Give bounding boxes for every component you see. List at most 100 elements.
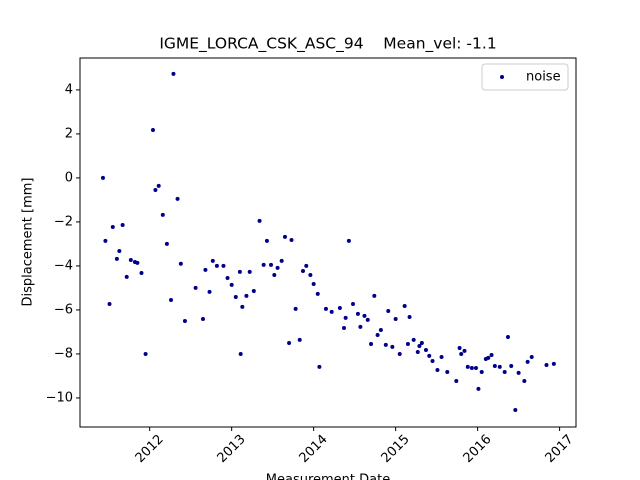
data-point — [269, 262, 274, 267]
data-point — [513, 408, 518, 413]
data-point — [454, 379, 459, 384]
data-point — [297, 337, 302, 342]
data-point — [393, 316, 398, 321]
data-point — [300, 268, 305, 273]
data-point — [238, 351, 243, 356]
x-axis-label: Measurement Date — [266, 473, 390, 480]
y-tick-label: −8 — [54, 346, 73, 361]
data-point — [164, 241, 169, 246]
data-point — [221, 263, 226, 268]
data-point — [346, 238, 351, 243]
data-point — [427, 353, 432, 358]
data-point — [237, 269, 242, 274]
data-point — [423, 347, 428, 352]
data-point — [369, 342, 374, 347]
data-point — [469, 366, 474, 371]
data-point — [203, 267, 208, 272]
data-point — [341, 325, 346, 330]
chart-title: IGME_LORCA_CSK_ASC_94 Mean_vel: -1.1 — [159, 35, 496, 54]
data-point — [247, 269, 252, 274]
data-point — [257, 218, 262, 223]
data-point — [509, 364, 514, 369]
data-point — [279, 258, 284, 263]
data-point — [160, 212, 165, 217]
data-point — [459, 351, 464, 356]
data-point — [502, 369, 507, 374]
data-point — [439, 355, 444, 360]
data-point — [244, 293, 249, 298]
data-point — [156, 183, 161, 188]
data-point — [378, 327, 383, 332]
data-point — [362, 313, 367, 318]
data-point — [207, 289, 212, 294]
data-point — [529, 355, 534, 360]
data-point — [139, 270, 144, 275]
data-point — [497, 364, 502, 369]
data-point — [272, 272, 277, 277]
data-point — [200, 316, 205, 321]
data-point — [365, 317, 370, 322]
data-point — [462, 348, 467, 353]
data-point — [304, 263, 309, 268]
plot-frame — [79, 57, 577, 428]
data-point — [171, 71, 176, 76]
y-axis-label: Displacement [mm] — [21, 178, 36, 307]
data-point — [473, 366, 478, 371]
data-point — [135, 260, 140, 265]
data-point — [103, 238, 108, 243]
data-point — [229, 282, 234, 287]
data-point — [397, 351, 402, 356]
data-point — [233, 294, 238, 299]
data-point — [293, 306, 298, 311]
data-point — [153, 188, 158, 193]
y-tick-label: −10 — [46, 390, 73, 405]
data-point — [355, 311, 360, 316]
data-point — [337, 305, 342, 310]
data-point — [375, 333, 380, 338]
data-point — [351, 302, 356, 306]
data-point — [240, 304, 245, 309]
data-point — [169, 298, 174, 303]
data-point — [457, 346, 462, 351]
data-point — [323, 306, 328, 311]
data-point — [445, 369, 450, 374]
y-tick-label: −2 — [54, 214, 73, 229]
data-point — [415, 349, 420, 354]
data-point — [124, 274, 129, 279]
data-point — [479, 369, 484, 374]
data-point — [120, 223, 125, 228]
data-point — [100, 175, 105, 180]
data-point — [551, 361, 556, 366]
data-point — [261, 262, 266, 267]
data-point — [419, 340, 424, 345]
legend-box — [481, 63, 569, 91]
data-point — [465, 364, 470, 369]
data-point — [417, 344, 422, 349]
y-tick-label: 4 — [65, 82, 73, 97]
data-point — [476, 386, 481, 391]
data-point — [489, 353, 494, 358]
data-point — [175, 196, 180, 201]
data-point — [516, 370, 521, 375]
data-point — [214, 263, 219, 268]
y-tick-label: 2 — [65, 126, 73, 141]
data-point — [386, 309, 391, 314]
data-point — [407, 314, 412, 319]
data-point — [525, 359, 530, 364]
data-point — [372, 293, 377, 298]
data-point — [110, 224, 115, 229]
data-point — [264, 238, 269, 243]
data-point — [182, 318, 187, 323]
data-point — [282, 234, 287, 239]
data-point — [522, 379, 527, 384]
data-point — [114, 256, 119, 261]
data-point — [193, 285, 198, 290]
data-point — [486, 355, 491, 360]
data-point — [430, 358, 435, 363]
data-point — [251, 289, 256, 294]
data-point — [311, 281, 316, 286]
data-point — [117, 248, 122, 253]
legend-marker — [500, 75, 504, 79]
y-tick-label: −4 — [54, 258, 73, 273]
